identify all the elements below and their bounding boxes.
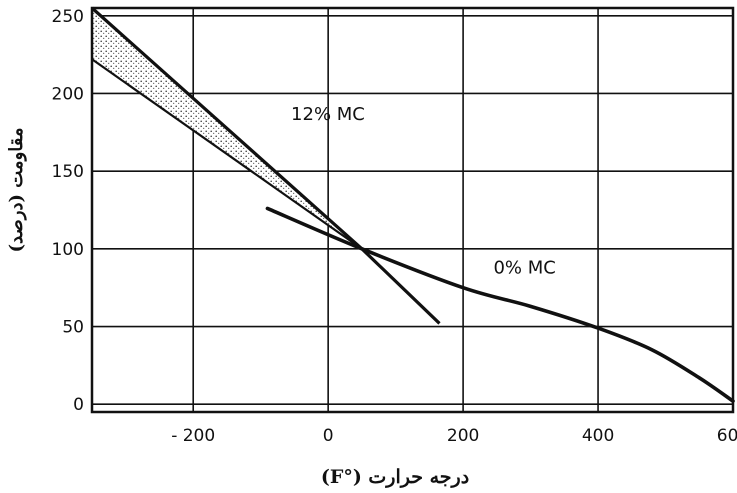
x-tick-label: 600 — [717, 426, 737, 446]
x-tick-labels: - 200 0 200 400 600 — [171, 426, 737, 446]
y-tick-label: 250 — [52, 7, 84, 27]
y-tick-label: 200 — [52, 84, 84, 104]
x-tick-label: 0 — [323, 426, 334, 446]
x-tick-label: 200 — [447, 426, 479, 446]
curve-labels: 12% MC 0% MC — [291, 104, 556, 279]
curve-label: 12% MC — [291, 104, 365, 125]
grid-lines — [92, 8, 734, 412]
curve-label: 0% MC — [493, 258, 555, 279]
x-tick-label: 400 — [582, 426, 614, 446]
y-tick-label: 50 — [62, 318, 84, 338]
plot-area — [90, 6, 735, 403]
mc0-curve — [265, 206, 735, 403]
y-axis-label: مقاومت (درصد) — [6, 128, 27, 253]
x-tick-label: - 200 — [171, 426, 215, 446]
y-tick-labels: 0 50 100 150 200 250 — [52, 7, 84, 415]
mc12-lower-line — [91, 58, 363, 250]
y-tick-label: 150 — [52, 162, 84, 182]
plot-frame — [90, 6, 735, 414]
y-tick-label: 0 — [73, 395, 84, 415]
y-tick-label: 100 — [52, 240, 84, 260]
x-axis-label: درجه حرارت (°F) — [321, 466, 469, 488]
